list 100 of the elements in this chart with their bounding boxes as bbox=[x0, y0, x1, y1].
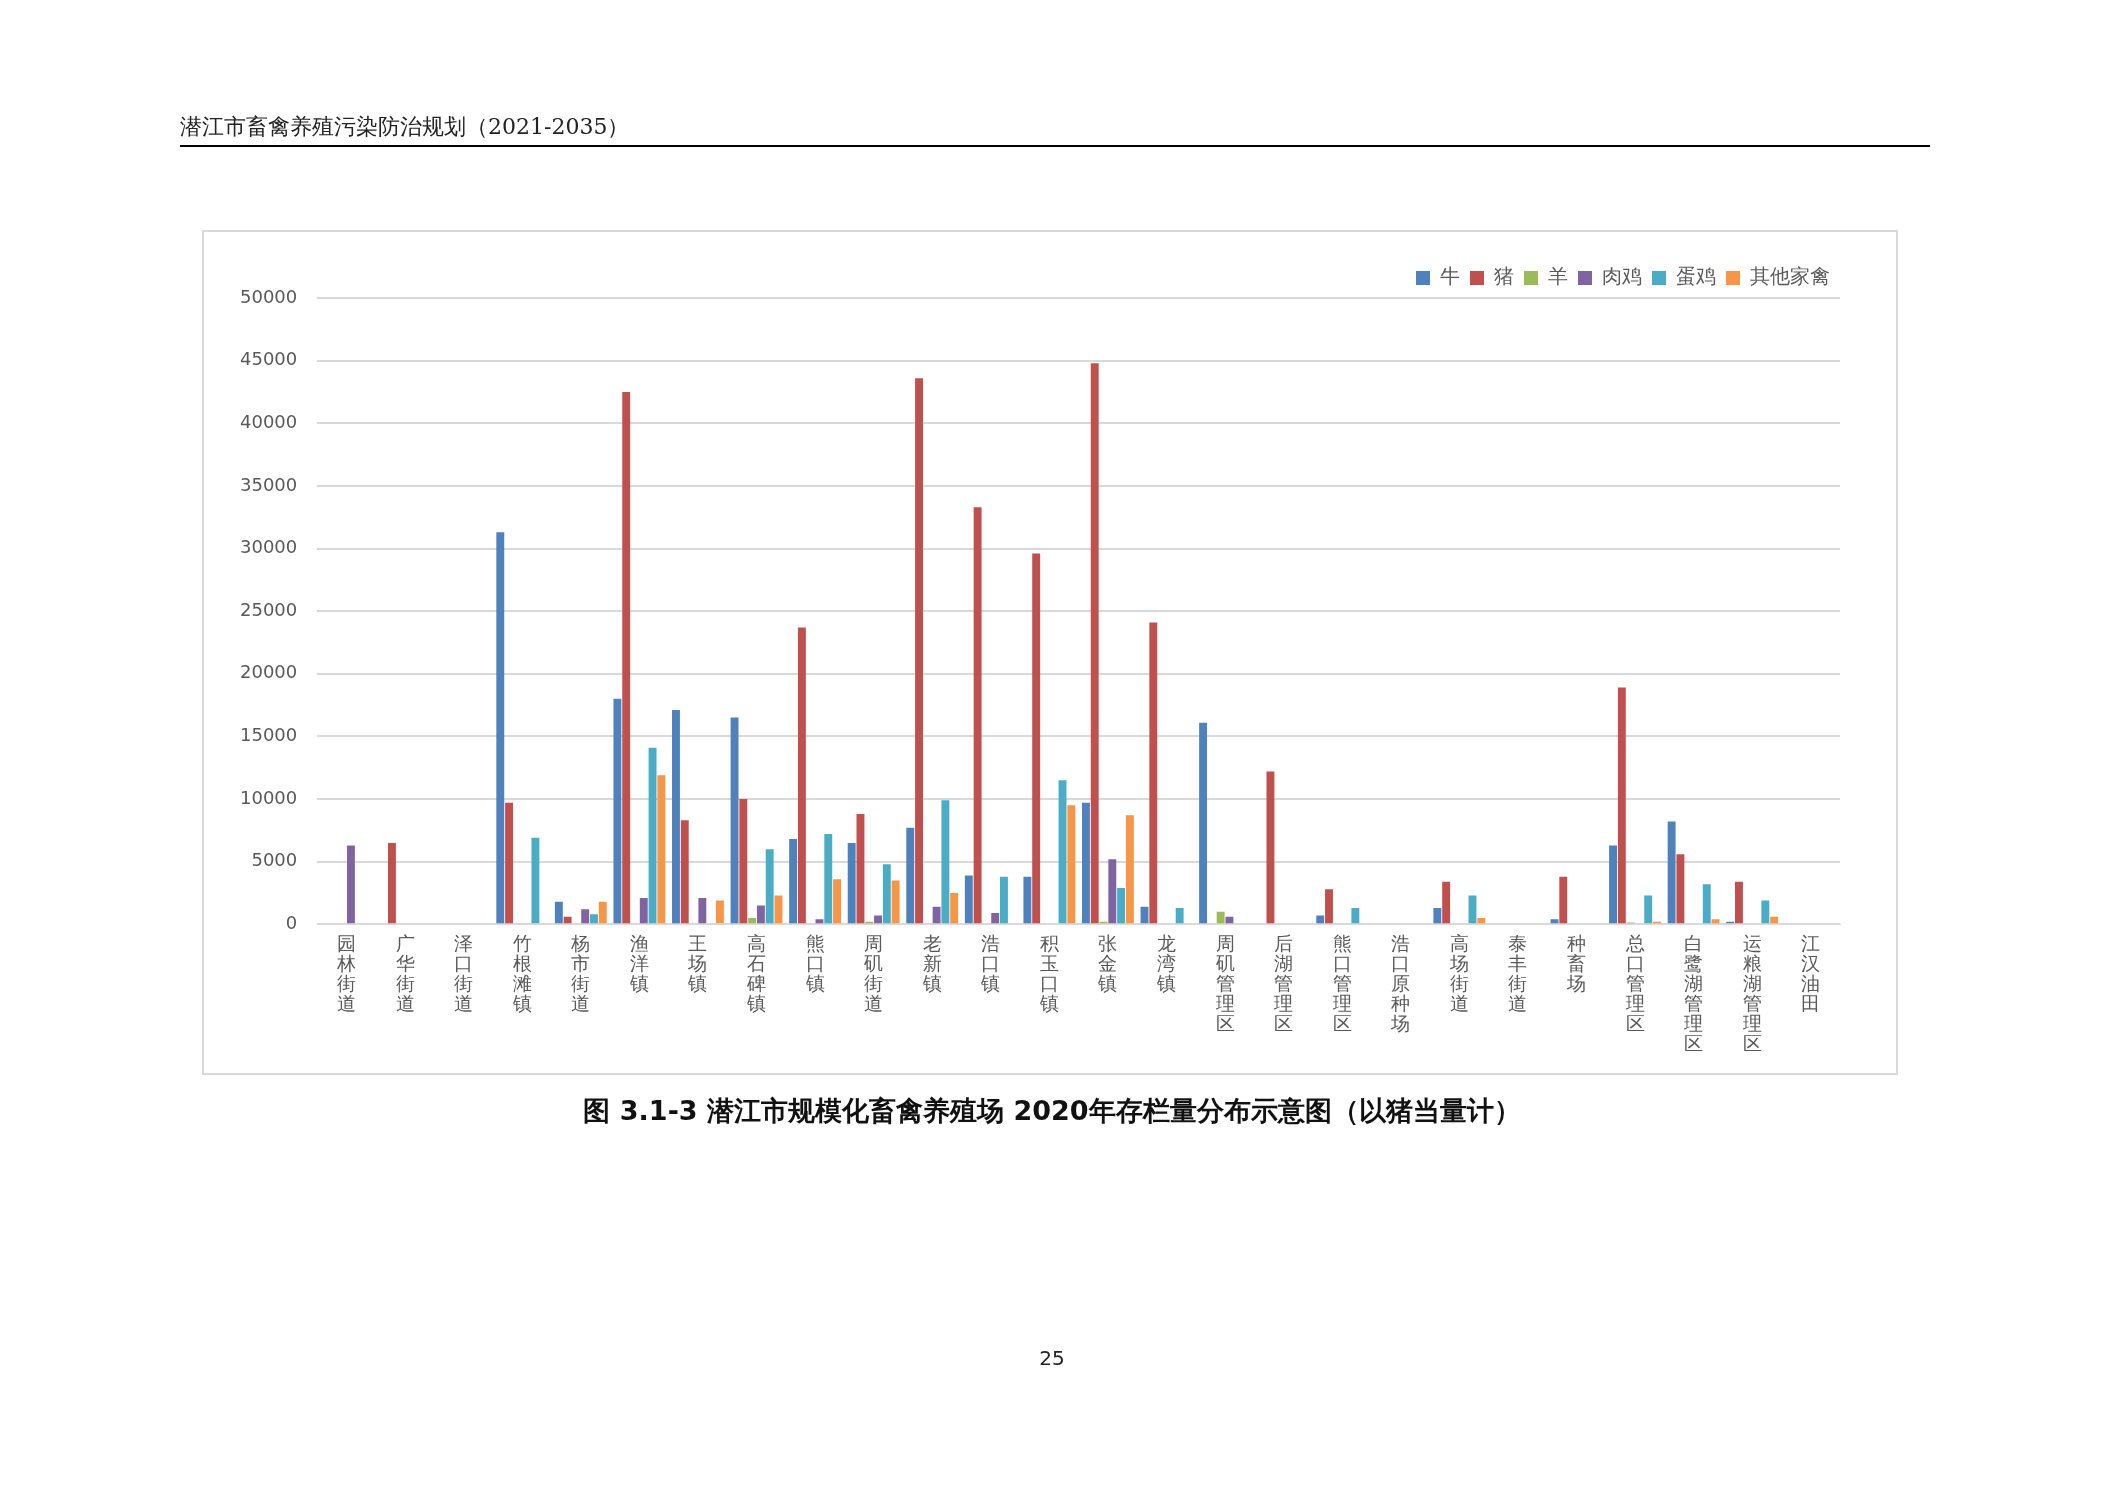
bar bbox=[906, 827, 915, 924]
bar bbox=[1000, 876, 1008, 924]
x-tick-label: 浩口原种场 bbox=[1390, 932, 1411, 1035]
bar bbox=[346, 845, 355, 924]
bar bbox=[748, 918, 757, 924]
bar bbox=[1442, 881, 1451, 924]
y-tick-label: 50000 bbox=[240, 285, 298, 307]
x-tick-label: 种畜场 bbox=[1565, 932, 1586, 995]
bar bbox=[1433, 908, 1442, 924]
bar bbox=[1266, 771, 1275, 924]
bar bbox=[730, 717, 739, 924]
x-tick-label: 运粮湖管理区 bbox=[1742, 932, 1762, 1054]
bar bbox=[672, 710, 680, 924]
bar bbox=[950, 892, 959, 924]
bar bbox=[1351, 908, 1360, 924]
x-tick-label: 杨市街道 bbox=[570, 932, 591, 1015]
bar bbox=[496, 532, 505, 924]
bar bbox=[824, 834, 833, 924]
text: 25 bbox=[1038, 1346, 1066, 1370]
x-tick-label: 总口管理区 bbox=[1624, 932, 1645, 1035]
bar bbox=[964, 875, 973, 924]
x-tick-label: 老新镇 bbox=[921, 932, 942, 995]
bar bbox=[1644, 895, 1653, 924]
legend-label: 牛 bbox=[1440, 264, 1460, 289]
bar bbox=[1090, 363, 1099, 924]
bar bbox=[991, 913, 1000, 924]
x-tick-label: 后湖管理区 bbox=[1274, 932, 1294, 1035]
bar bbox=[1735, 881, 1743, 924]
bar bbox=[765, 849, 774, 924]
x-tick-label: 泰丰街道 bbox=[1508, 932, 1528, 1015]
bar bbox=[932, 906, 941, 924]
bar bbox=[698, 898, 707, 924]
bar bbox=[882, 864, 891, 924]
x-tick-label: 广华街道 bbox=[395, 932, 415, 1015]
x-tick-label: 王场镇 bbox=[687, 932, 708, 995]
x-tick-label: 周矶街道 bbox=[863, 932, 884, 1015]
bar bbox=[1199, 722, 1208, 924]
x-tick-label: 龙湾镇 bbox=[1155, 932, 1176, 995]
y-tick-label: 45000 bbox=[240, 348, 298, 370]
bar bbox=[657, 775, 666, 924]
bar bbox=[531, 837, 540, 924]
x-tick-label: 渔洋镇 bbox=[628, 932, 649, 995]
y-tick-label: 30000 bbox=[240, 536, 298, 558]
bar bbox=[789, 839, 798, 924]
x-tick-label: 熊口镇 bbox=[804, 932, 825, 995]
x-tick-label: 高石碑镇 bbox=[746, 932, 767, 1015]
legend-label: 蛋鸡 bbox=[1676, 264, 1716, 289]
bar bbox=[613, 698, 622, 924]
y-tick-label: 0 bbox=[285, 911, 298, 933]
legend-label: 肉鸡 bbox=[1602, 264, 1642, 289]
y-tick-label: 35000 bbox=[240, 473, 298, 495]
legend-label: 其他家禽 bbox=[1750, 264, 1830, 289]
bar bbox=[581, 909, 590, 924]
x-tick-label: 园林街道 bbox=[336, 932, 357, 1015]
bar bbox=[1216, 911, 1225, 924]
x-tick-label: 泽口街道 bbox=[454, 932, 474, 1015]
bar bbox=[1067, 805, 1076, 924]
y-tick-label: 20000 bbox=[240, 661, 298, 683]
x-tick-label: 白鹭湖管理区 bbox=[1684, 932, 1704, 1054]
y-tick-label: 25000 bbox=[240, 598, 298, 620]
bar bbox=[639, 898, 648, 924]
x-tick-label: 高场街道 bbox=[1448, 932, 1469, 1015]
bar bbox=[973, 507, 982, 924]
bar bbox=[797, 627, 806, 924]
bar bbox=[1667, 821, 1676, 924]
bar bbox=[1559, 876, 1568, 924]
y-tick-label: 40000 bbox=[240, 410, 298, 432]
text: 潜江市畜禽养殖污染防治规划（2021-2035） bbox=[180, 113, 630, 141]
bar bbox=[1082, 802, 1090, 924]
bar bbox=[554, 901, 563, 924]
bar bbox=[1125, 815, 1134, 924]
bar bbox=[1609, 845, 1618, 924]
bar bbox=[590, 914, 598, 924]
legend-label: 羊 bbox=[1548, 264, 1568, 289]
x-tick-label: 江汉油田 bbox=[1801, 932, 1821, 1015]
bar bbox=[622, 391, 631, 924]
bar bbox=[1023, 876, 1032, 924]
bar bbox=[1761, 900, 1770, 924]
x-tick-label: 竹根滩镇 bbox=[511, 932, 532, 1015]
y-tick-label: 5000 bbox=[251, 849, 298, 871]
bar bbox=[598, 901, 607, 924]
bar bbox=[833, 879, 841, 924]
bar bbox=[847, 842, 856, 924]
x-tick-label: 张金镇 bbox=[1097, 932, 1118, 995]
bar bbox=[1325, 889, 1333, 924]
legend-label: 猪 bbox=[1494, 264, 1514, 289]
bar bbox=[1149, 622, 1158, 924]
bar bbox=[1175, 908, 1184, 924]
bar bbox=[505, 802, 514, 924]
text: 图 3.1-3 潜江市规模化畜禽养殖场 2020年存栏量分布示意图（以猪当量计） bbox=[582, 1094, 1522, 1128]
x-tick-label: 积玉口镇 bbox=[1038, 932, 1059, 1015]
bar bbox=[1676, 854, 1685, 924]
bar bbox=[680, 820, 689, 924]
bar bbox=[739, 799, 748, 924]
y-tick-label: 15000 bbox=[240, 724, 298, 746]
bar bbox=[1316, 915, 1325, 924]
bar bbox=[387, 842, 396, 924]
bar bbox=[648, 747, 657, 924]
bar bbox=[915, 378, 923, 924]
x-tick-label: 周矶管理区 bbox=[1214, 932, 1235, 1035]
